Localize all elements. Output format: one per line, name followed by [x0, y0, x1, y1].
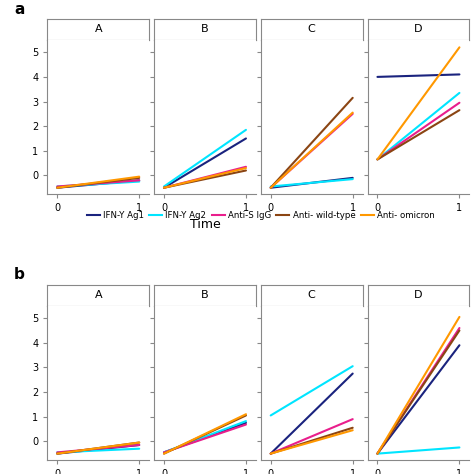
Text: C: C	[308, 291, 316, 301]
X-axis label: Time: Time	[190, 219, 220, 231]
Text: B: B	[201, 25, 209, 35]
Text: a: a	[14, 1, 25, 17]
Legend: IFN-Y Ag1, IFN-Y Ag2, Anti-S IgG, Anti- wild-type, Anti- omicron: IFN-Y Ag1, IFN-Y Ag2, Anti-S IgG, Anti- …	[87, 211, 435, 220]
Text: A: A	[94, 25, 102, 35]
Text: C: C	[308, 25, 316, 35]
Text: D: D	[414, 25, 423, 35]
Text: D: D	[414, 291, 423, 301]
Text: A: A	[94, 291, 102, 301]
Text: B: B	[201, 291, 209, 301]
Text: b: b	[14, 267, 25, 283]
